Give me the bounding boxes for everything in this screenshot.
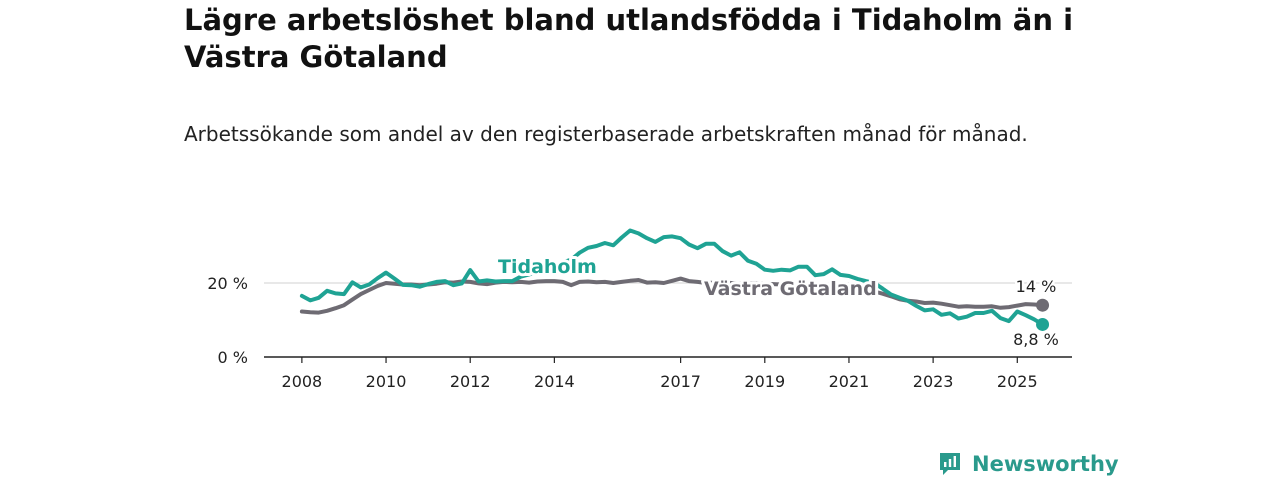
x-tick-label: 2021	[829, 372, 870, 391]
end-label-vastra-gotaland: 14 %	[1016, 277, 1057, 296]
x-tick-label: 2025	[997, 372, 1038, 391]
brand-name: Newsworthy	[972, 452, 1119, 476]
x-tick-label: 2008	[282, 372, 323, 391]
series-line-tidaholm	[299, 228, 1045, 327]
chart-title: Lägre arbetslöshet bland utlandsfödda i …	[184, 3, 1074, 74]
x-tick-label: 2019	[744, 372, 785, 391]
end-marker-vastra-gotaland	[1036, 298, 1050, 312]
y-tick-label: 20 %	[207, 274, 248, 293]
x-tick-label: 2017	[660, 372, 701, 391]
x-tick-label: 2023	[913, 372, 954, 391]
newsworthy-logo-icon	[940, 453, 960, 475]
chart-subtitle: Arbetssökande som andel av den registerb…	[184, 122, 1028, 146]
x-tick-label: 2012	[450, 372, 491, 391]
x-tick-label: 2014	[534, 372, 575, 391]
end-label-tidaholm: 8,8 %	[1013, 330, 1059, 349]
end-marker-tidaholm	[1036, 317, 1050, 331]
y-tick-label: 0 %	[218, 348, 248, 367]
x-tick-label: 2010	[366, 372, 407, 391]
series-label-vastra-gotaland: Västra Götaland	[704, 278, 877, 300]
series-label-tidaholm: Tidaholm	[498, 256, 597, 278]
brand: Newsworthy	[938, 450, 1119, 478]
